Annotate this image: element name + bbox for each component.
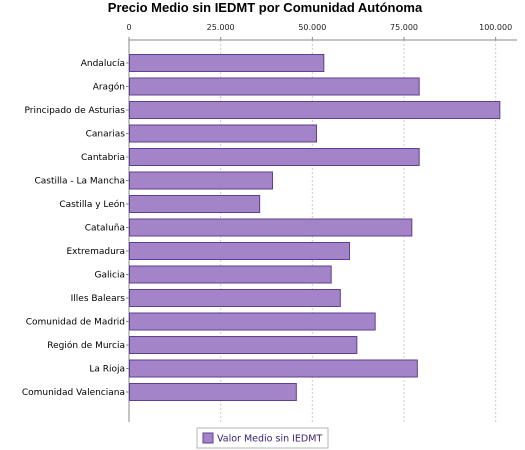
category-label: Principado de Asturias — [24, 106, 125, 116]
bar — [129, 312, 376, 331]
bar — [129, 148, 420, 166]
category-label: Cantabria — [81, 153, 125, 163]
legend: Valor Medio sin IEDMT — [196, 427, 329, 449]
category-labels: Andalucía Aragón Principado de Asturias Can… — [22, 59, 129, 398]
category-label: Galicia — [95, 271, 125, 281]
x-tick-label: 75.000 — [390, 23, 418, 32]
category-label: Canarias — [86, 130, 126, 140]
bar — [129, 171, 273, 190]
x-tick-label: 0 — [126, 23, 131, 32]
bar — [129, 195, 261, 213]
category-label: Illes Balears — [71, 294, 126, 304]
category-label: Extremadura — [67, 247, 126, 257]
x-tick-label: 100.000 — [479, 23, 512, 32]
x-tick-label: 25.000 — [207, 23, 235, 32]
bar — [129, 124, 317, 143]
legend-swatch — [202, 432, 214, 444]
category-label: Comunidad de Madrid — [26, 318, 125, 328]
category-label: La Rioja — [89, 365, 125, 375]
bar — [129, 218, 413, 237]
category-label: Región de Murcia — [47, 340, 125, 351]
category-label: Castilla y León — [59, 199, 125, 210]
bar — [129, 359, 418, 378]
legend-label: Valor Medio sin IEDMT — [217, 434, 322, 445]
x-axis: 0 25.000 50.000 75.000 100.000 — [126, 23, 517, 422]
category-label: Cataluña — [85, 224, 125, 234]
category-label: Castilla - La Mancha — [34, 177, 125, 187]
bar — [129, 54, 325, 72]
bar — [129, 77, 420, 96]
chart-title: Precio Medio sin IEDMT por Comunidad Aut… — [108, 0, 423, 15]
bar — [129, 242, 350, 260]
bar — [129, 101, 501, 119]
category-label: Andalucía — [81, 59, 125, 69]
legend-box — [196, 427, 329, 449]
bar — [129, 265, 332, 284]
bar — [129, 289, 341, 307]
bar — [129, 336, 358, 354]
bar — [129, 383, 297, 401]
x-tick-label: 50.000 — [298, 23, 326, 32]
category-label: Aragón — [93, 82, 125, 93]
bars — [129, 54, 501, 401]
category-label: Comunidad Valenciana — [22, 388, 125, 398]
